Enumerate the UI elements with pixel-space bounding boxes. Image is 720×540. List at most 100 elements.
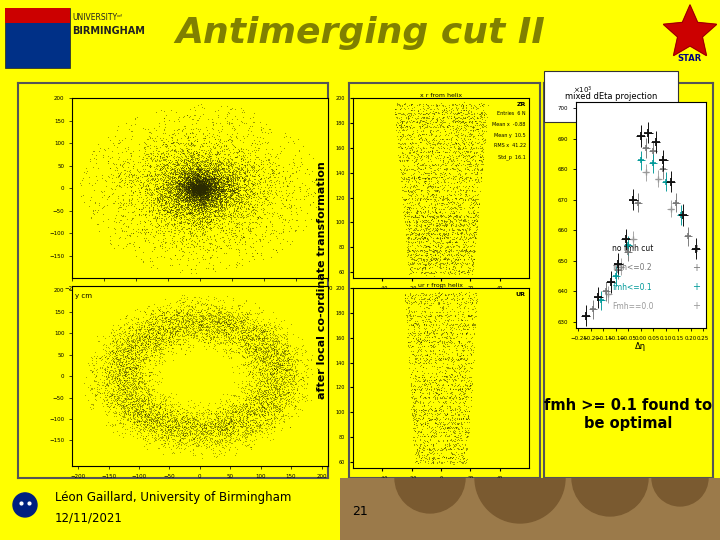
Point (207, 159, 219, 168)
Point (155, 410, 166, 418)
Point (203, 179, 215, 187)
Point (196, 326, 207, 334)
Point (421, 186, 433, 195)
Point (189, 193, 201, 201)
Point (447, 147, 459, 156)
Point (420, 217, 432, 226)
Point (469, 195, 480, 204)
Point (417, 212, 428, 220)
Point (441, 160, 452, 169)
Point (464, 129, 476, 137)
Point (194, 185, 206, 194)
Point (225, 408, 237, 417)
Point (195, 191, 207, 199)
Point (195, 213, 207, 222)
Point (231, 188, 243, 197)
Point (402, 208, 414, 217)
Point (145, 402, 157, 410)
Point (430, 406, 441, 414)
Point (417, 161, 428, 170)
Point (227, 200, 238, 209)
Point (208, 293, 220, 302)
Point (176, 189, 188, 198)
Point (128, 202, 140, 211)
Point (181, 174, 192, 183)
Point (436, 216, 448, 225)
Point (215, 209, 226, 218)
Point (197, 184, 208, 193)
Point (179, 195, 191, 204)
Point (225, 430, 237, 438)
Point (202, 188, 214, 197)
Point (153, 334, 165, 342)
Point (178, 210, 189, 219)
Point (170, 298, 181, 307)
Point (210, 293, 221, 302)
Point (178, 316, 189, 325)
Point (271, 349, 283, 357)
Point (264, 329, 276, 338)
Point (251, 368, 262, 376)
Point (420, 247, 432, 255)
Point (154, 352, 166, 361)
Point (403, 299, 415, 307)
Point (165, 197, 176, 205)
Point (180, 156, 192, 164)
Point (243, 380, 255, 388)
Point (168, 416, 180, 425)
Point (185, 197, 197, 205)
Point (188, 199, 199, 208)
Point (218, 309, 230, 318)
Point (228, 391, 240, 400)
Point (156, 150, 167, 158)
Point (192, 179, 204, 188)
Point (148, 153, 160, 162)
Point (221, 320, 233, 328)
Point (189, 170, 200, 179)
Point (477, 120, 488, 129)
Point (184, 185, 195, 194)
Point (196, 184, 207, 192)
Point (165, 172, 176, 181)
Point (149, 231, 161, 239)
Point (150, 430, 161, 439)
Point (188, 192, 199, 201)
Point (463, 384, 474, 393)
Point (212, 321, 223, 330)
Point (279, 347, 291, 356)
Point (411, 216, 423, 225)
Point (468, 319, 480, 328)
Point (184, 176, 196, 184)
Point (415, 173, 427, 182)
Point (186, 196, 197, 205)
Point (212, 131, 223, 139)
Point (219, 193, 230, 201)
Point (161, 197, 172, 205)
Point (204, 201, 216, 210)
Point (277, 394, 289, 403)
Point (102, 193, 113, 202)
Point (413, 321, 424, 330)
Point (222, 162, 234, 171)
Point (413, 376, 425, 385)
Point (248, 387, 260, 395)
Point (202, 183, 213, 191)
Point (218, 212, 230, 220)
Point (214, 203, 225, 212)
Point (428, 294, 440, 303)
Point (428, 109, 440, 117)
Point (183, 209, 194, 218)
Point (148, 423, 160, 431)
Point (174, 183, 185, 191)
Point (467, 183, 479, 191)
Point (218, 205, 230, 214)
Point (197, 181, 208, 190)
Point (182, 157, 194, 165)
Point (269, 362, 280, 370)
Point (194, 184, 206, 193)
Point (442, 180, 454, 189)
Point (231, 403, 243, 412)
Point (153, 324, 165, 333)
Point (436, 402, 448, 411)
Point (132, 220, 143, 228)
